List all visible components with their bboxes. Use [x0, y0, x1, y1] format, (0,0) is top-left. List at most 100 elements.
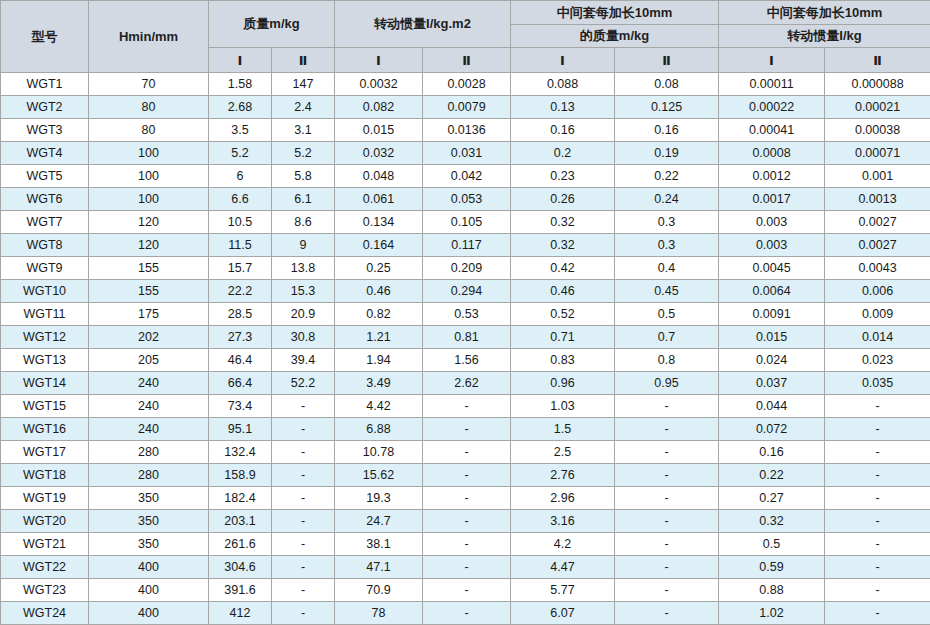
value-cell: 0.000088	[825, 73, 930, 96]
value-cell: 0.3	[615, 234, 719, 257]
table-row: WGT812011.590.1640.1170.320.30.0030.0027	[1, 234, 930, 257]
value-cell: 46.4	[209, 349, 272, 372]
value-cell: 0.53	[423, 303, 511, 326]
value-cell: 73.4	[209, 395, 272, 418]
col-header-ext-mass-line2: 的质量m/kg	[511, 25, 719, 48]
table-row: WGT1524073.4-4.42-1.03-0.044-	[1, 395, 930, 418]
value-cell: 147	[272, 73, 335, 96]
value-cell: 0.81	[423, 326, 511, 349]
value-cell: -	[423, 441, 511, 464]
value-cell: 280	[89, 441, 209, 464]
value-cell: 10.5	[209, 211, 272, 234]
value-cell: 0.014	[825, 326, 930, 349]
value-cell: 0.16	[511, 119, 615, 142]
value-cell: 0.003	[719, 234, 825, 257]
value-cell: -	[825, 533, 930, 556]
value-cell: -	[615, 487, 719, 510]
value-cell: -	[423, 510, 511, 533]
value-cell: -	[825, 418, 930, 441]
table-row: WGT915515.713.80.250.2090.420.40.00450.0…	[1, 257, 930, 280]
value-cell: 8.6	[272, 211, 335, 234]
value-cell: 0.22	[615, 165, 719, 188]
value-cell: 22.2	[209, 280, 272, 303]
value-cell: -	[825, 510, 930, 533]
value-cell: 0.032	[335, 142, 423, 165]
value-cell: 0.16	[615, 119, 719, 142]
value-cell: 6.07	[511, 602, 615, 625]
value-cell: 0.0091	[719, 303, 825, 326]
value-cell: 0.0136	[423, 119, 511, 142]
value-cell: 0.27	[719, 487, 825, 510]
value-cell: 0.00011	[719, 73, 825, 96]
value-cell: 400	[89, 579, 209, 602]
value-cell: 0.46	[511, 280, 615, 303]
value-cell: -	[825, 602, 930, 625]
value-cell: 0.3	[615, 211, 719, 234]
value-cell: 15.7	[209, 257, 272, 280]
value-cell: 0.2	[511, 142, 615, 165]
value-cell: 0.16	[719, 441, 825, 464]
value-cell: 1.02	[719, 602, 825, 625]
value-cell: 0.00022	[719, 96, 825, 119]
value-cell: -	[825, 556, 930, 579]
col-header-ext-mass-line1: 中间套每加长10mm	[511, 1, 719, 25]
value-cell: 2.62	[423, 372, 511, 395]
value-cell: 19.3	[335, 487, 423, 510]
value-cell: 100	[89, 188, 209, 211]
value-cell: 202	[89, 326, 209, 349]
col-header-inertia: 转动惯量I/kg.m2	[335, 1, 511, 48]
table-row: WGT18280158.9-15.62-2.76-0.22-	[1, 464, 930, 487]
value-cell: -	[272, 510, 335, 533]
value-cell: 0.015	[335, 119, 423, 142]
value-cell: 4.47	[511, 556, 615, 579]
value-cell: 39.4	[272, 349, 335, 372]
value-cell: 1.58	[209, 73, 272, 96]
subcol-mass-ii: Ⅱ	[272, 48, 335, 73]
value-cell: 350	[89, 533, 209, 556]
value-cell: -	[615, 602, 719, 625]
value-cell: 158.9	[209, 464, 272, 487]
value-cell: 0.19	[615, 142, 719, 165]
model-cell: WGT5	[1, 165, 89, 188]
value-cell: 70	[89, 73, 209, 96]
table-row: WGT21350261.6-38.1-4.2-0.5-	[1, 533, 930, 556]
value-cell: 0.5	[719, 533, 825, 556]
value-cell: 0.96	[511, 372, 615, 395]
value-cell: 15.62	[335, 464, 423, 487]
value-cell: 1.5	[511, 418, 615, 441]
value-cell: 5.8	[272, 165, 335, 188]
table-row: WGT1015522.215.30.460.2940.460.450.00640…	[1, 280, 930, 303]
value-cell: -	[272, 464, 335, 487]
value-cell: 280	[89, 464, 209, 487]
value-cell: 350	[89, 487, 209, 510]
value-cell: -	[615, 510, 719, 533]
model-cell: WGT1	[1, 73, 89, 96]
value-cell: 0.044	[719, 395, 825, 418]
value-cell: 0.0064	[719, 280, 825, 303]
model-cell: WGT9	[1, 257, 89, 280]
value-cell: 28.5	[209, 303, 272, 326]
value-cell: 20.9	[272, 303, 335, 326]
table-row: WGT1701.581470.00320.00280.0880.080.0001…	[1, 73, 930, 96]
value-cell: -	[615, 441, 719, 464]
value-cell: 0.42	[511, 257, 615, 280]
model-cell: WGT10	[1, 280, 89, 303]
value-cell: 5.2	[272, 142, 335, 165]
value-cell: 0.053	[423, 188, 511, 211]
value-cell: 120	[89, 234, 209, 257]
table-row: WGT1624095.1-6.88-1.5-0.072-	[1, 418, 930, 441]
subcol-ext-mass-i: Ⅰ	[511, 48, 615, 73]
model-cell: WGT4	[1, 142, 89, 165]
value-cell: 0.23	[511, 165, 615, 188]
value-cell: 0.048	[335, 165, 423, 188]
value-cell: -	[423, 602, 511, 625]
value-cell: 400	[89, 556, 209, 579]
value-cell: -	[615, 533, 719, 556]
value-cell: 203.1	[209, 510, 272, 533]
value-cell: 0.023	[825, 349, 930, 372]
value-cell: 0.00038	[825, 119, 930, 142]
value-cell: 0.32	[511, 211, 615, 234]
table-row: WGT1117528.520.90.820.530.520.50.00910.0…	[1, 303, 930, 326]
value-cell: 0.001	[825, 165, 930, 188]
value-cell: 100	[89, 142, 209, 165]
